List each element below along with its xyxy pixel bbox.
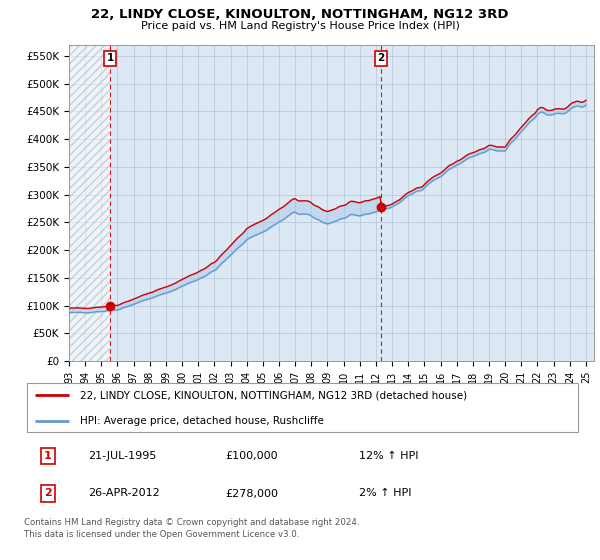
- Text: 2: 2: [377, 53, 385, 63]
- Text: HPI: Average price, detached house, Rushcliffe: HPI: Average price, detached house, Rush…: [80, 416, 323, 426]
- Text: 2: 2: [44, 488, 52, 498]
- Text: 12% ↑ HPI: 12% ↑ HPI: [359, 451, 418, 461]
- Text: 21-JUL-1995: 21-JUL-1995: [88, 451, 157, 461]
- Text: 22, LINDY CLOSE, KINOULTON, NOTTINGHAM, NG12 3RD: 22, LINDY CLOSE, KINOULTON, NOTTINGHAM, …: [91, 8, 509, 21]
- Text: 2% ↑ HPI: 2% ↑ HPI: [359, 488, 412, 498]
- FancyBboxPatch shape: [27, 383, 578, 432]
- Text: Price paid vs. HM Land Registry's House Price Index (HPI): Price paid vs. HM Land Registry's House …: [140, 21, 460, 31]
- Text: £278,000: £278,000: [225, 488, 278, 498]
- Text: 1: 1: [44, 451, 52, 461]
- Text: 1: 1: [107, 53, 114, 63]
- Bar: [69, 45, 110, 361]
- Text: 22, LINDY CLOSE, KINOULTON, NOTTINGHAM, NG12 3RD (detached house): 22, LINDY CLOSE, KINOULTON, NOTTINGHAM, …: [80, 390, 467, 400]
- Text: £100,000: £100,000: [225, 451, 278, 461]
- Text: 26-APR-2012: 26-APR-2012: [88, 488, 160, 498]
- Text: Contains HM Land Registry data © Crown copyright and database right 2024.
This d: Contains HM Land Registry data © Crown c…: [24, 518, 359, 539]
